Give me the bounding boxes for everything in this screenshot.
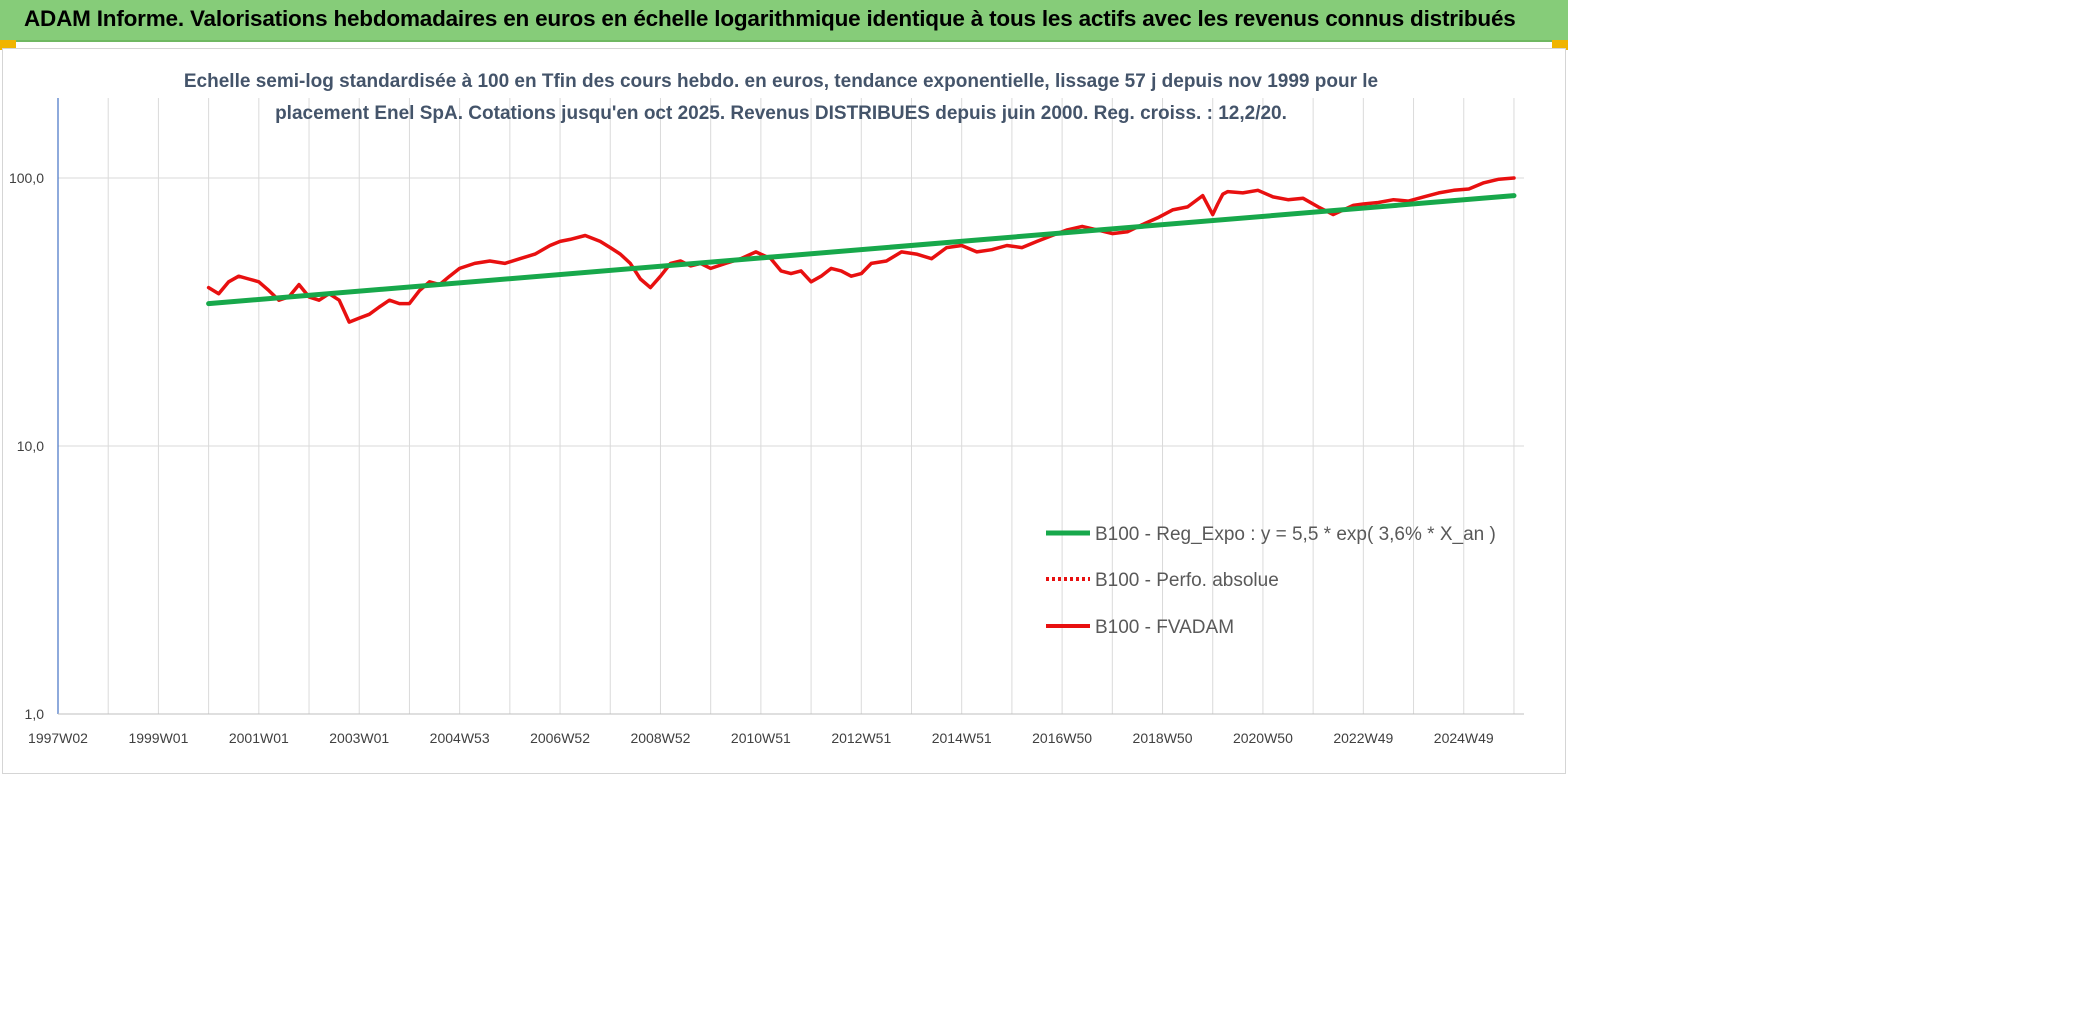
series — [206, 176, 1517, 324]
grid — [57, 98, 1524, 715]
x-tick-label: 2010W51 — [731, 730, 791, 746]
x-tick-label: 2008W52 — [630, 730, 690, 746]
y-tick-label: 10,0 — [17, 438, 44, 454]
chart-canvas: 1,0 10,0 100,0 1997W02 1999W01 2001W01 2003W01… — [9, 71, 1524, 746]
x-tick-label: 2003W01 — [329, 730, 389, 746]
series-line-trend — [206, 193, 1517, 307]
x-tick-label: 1997W02 — [28, 730, 88, 746]
chart-subtitle-line-1: Echelle semi-log standardisée à 100 en T… — [184, 71, 1378, 92]
legend: B100 - Reg_Expo : y = 5,5 * exp( 3,6% * … — [1046, 524, 1496, 638]
x-tick-label: 2001W01 — [229, 730, 289, 746]
y-tick-label: 100,0 — [9, 170, 44, 186]
chart-frame — [2, 48, 1566, 774]
x-tick-label: 2024W49 — [1434, 730, 1494, 746]
x-tick-label: 2004W53 — [430, 730, 490, 746]
series-line-fvadam — [206, 176, 1516, 324]
corner-accent-right — [1552, 40, 1568, 50]
legend-label-perfo: B100 - Perfo. absolue — [1095, 570, 1279, 591]
x-tick-label: 2006W52 — [530, 730, 590, 746]
page-title: ADAM Informe. Valorisations hebdomadaire… — [24, 6, 1516, 31]
x-tick-label: 2012W51 — [831, 730, 891, 746]
x-tick-label: 2020W50 — [1233, 730, 1293, 746]
legend-label-trend: B100 - Reg_Expo : y = 5,5 * exp( 3,6% * … — [1095, 524, 1496, 545]
x-tick-label: 2022W49 — [1333, 730, 1393, 746]
x-tick-label: 2018W50 — [1133, 730, 1193, 746]
chart-subtitle-line-2: placement Enel SpA. Cotations jusqu'en o… — [275, 103, 1287, 124]
x-tick-label: 1999W01 — [128, 730, 188, 746]
x-tick-label: 2014W51 — [932, 730, 992, 746]
corner-accent-left — [0, 40, 16, 50]
legend-label-fvadam: B100 - FVADAM — [1095, 617, 1234, 638]
axes: 1,0 10,0 100,0 1997W02 1999W01 2001W01 2003W01… — [9, 98, 1524, 746]
x-tick-label: 2016W50 — [1032, 730, 1092, 746]
y-tick-label: 1,0 — [25, 706, 45, 722]
header-banner: ADAM Informe. Valorisations hebdomadaire… — [0, 0, 1568, 42]
